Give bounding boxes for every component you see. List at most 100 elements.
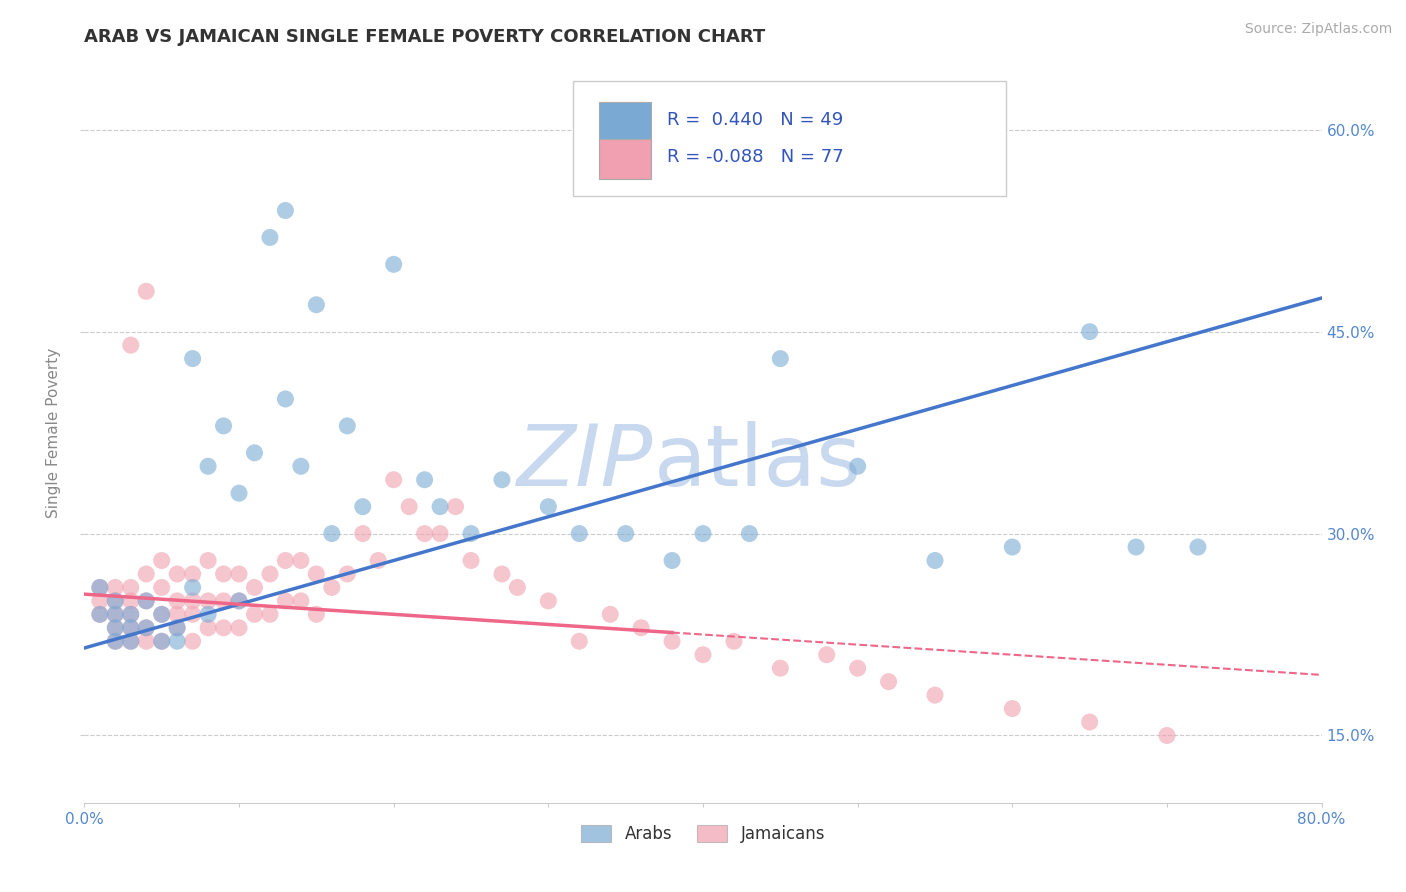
Point xyxy=(120,634,142,648)
Point xyxy=(413,526,436,541)
Point xyxy=(537,500,560,514)
Point xyxy=(243,446,266,460)
Point xyxy=(290,459,312,474)
Point xyxy=(274,392,297,406)
Point xyxy=(491,473,513,487)
FancyBboxPatch shape xyxy=(574,81,1007,195)
Point xyxy=(769,661,792,675)
Point xyxy=(104,607,127,622)
Y-axis label: Single Female Poverty: Single Female Poverty xyxy=(46,348,62,517)
Point xyxy=(89,594,111,608)
Point xyxy=(290,553,312,567)
Point xyxy=(290,594,312,608)
Point xyxy=(274,553,297,567)
Point xyxy=(1001,701,1024,715)
Point xyxy=(212,418,235,433)
Point xyxy=(228,594,250,608)
Point xyxy=(104,634,127,648)
Point xyxy=(723,634,745,648)
Point xyxy=(228,566,250,581)
Point xyxy=(506,581,529,595)
Point xyxy=(166,621,188,635)
Point xyxy=(120,581,142,595)
Point xyxy=(120,621,142,635)
Point xyxy=(228,486,250,500)
Point xyxy=(197,553,219,567)
Point xyxy=(120,594,142,608)
Point xyxy=(104,594,127,608)
Point xyxy=(135,621,157,635)
Point xyxy=(197,607,219,622)
Point xyxy=(259,230,281,244)
Point xyxy=(120,607,142,622)
Point xyxy=(1001,540,1024,554)
Point xyxy=(274,594,297,608)
Point xyxy=(599,607,621,622)
Point xyxy=(89,607,111,622)
Point xyxy=(444,500,467,514)
Point xyxy=(104,621,127,635)
Point xyxy=(135,285,157,299)
Point xyxy=(429,500,451,514)
Point xyxy=(150,607,173,622)
Point xyxy=(305,566,328,581)
Point xyxy=(382,473,405,487)
Point xyxy=(336,566,359,581)
Point xyxy=(120,607,142,622)
Point xyxy=(305,298,328,312)
FancyBboxPatch shape xyxy=(599,103,651,142)
Point xyxy=(259,607,281,622)
Point xyxy=(120,634,142,648)
Point xyxy=(166,634,188,648)
Point xyxy=(181,351,204,366)
Point xyxy=(89,581,111,595)
Point xyxy=(460,553,482,567)
Point xyxy=(1078,325,1101,339)
Point xyxy=(352,526,374,541)
Point xyxy=(104,594,127,608)
Point xyxy=(367,553,389,567)
Point xyxy=(661,553,683,567)
Point xyxy=(429,526,451,541)
Text: R =  0.440   N = 49: R = 0.440 N = 49 xyxy=(666,112,844,129)
Point xyxy=(197,459,219,474)
Point xyxy=(305,607,328,622)
Point xyxy=(274,203,297,218)
Point xyxy=(89,607,111,622)
Point xyxy=(150,634,173,648)
Text: atlas: atlas xyxy=(654,421,862,504)
Point xyxy=(924,688,946,702)
Text: ZIP: ZIP xyxy=(517,421,654,504)
Point xyxy=(135,566,157,581)
Point xyxy=(692,526,714,541)
Point xyxy=(212,594,235,608)
Point xyxy=(181,634,204,648)
Point xyxy=(1156,729,1178,743)
Point xyxy=(661,634,683,648)
Point xyxy=(321,526,343,541)
Point xyxy=(877,674,900,689)
Point xyxy=(135,634,157,648)
Point xyxy=(336,418,359,433)
Point xyxy=(166,594,188,608)
Point xyxy=(135,621,157,635)
Point xyxy=(382,257,405,271)
Point xyxy=(846,661,869,675)
Point xyxy=(150,581,173,595)
Text: ARAB VS JAMAICAN SINGLE FEMALE POVERTY CORRELATION CHART: ARAB VS JAMAICAN SINGLE FEMALE POVERTY C… xyxy=(84,28,766,45)
Point xyxy=(166,566,188,581)
Legend: Arabs, Jamaicans: Arabs, Jamaicans xyxy=(575,819,831,850)
Point xyxy=(135,594,157,608)
Point xyxy=(104,634,127,648)
Point xyxy=(228,621,250,635)
Point xyxy=(537,594,560,608)
Point xyxy=(212,621,235,635)
Point xyxy=(104,581,127,595)
Point xyxy=(769,351,792,366)
Point xyxy=(630,621,652,635)
Point xyxy=(181,594,204,608)
Point xyxy=(228,594,250,608)
Point xyxy=(738,526,761,541)
Point xyxy=(150,634,173,648)
Point xyxy=(321,581,343,595)
